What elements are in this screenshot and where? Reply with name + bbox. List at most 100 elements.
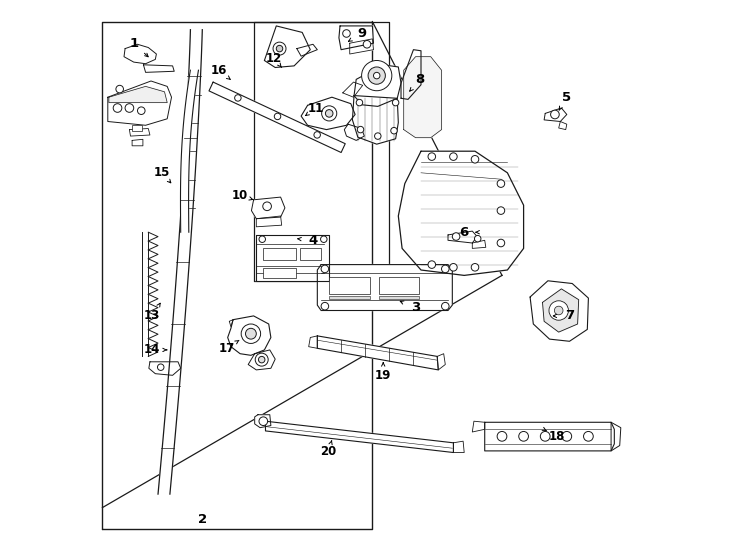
Circle shape [158, 364, 164, 370]
Text: 1: 1 [129, 37, 138, 50]
Circle shape [442, 302, 449, 310]
Polygon shape [544, 108, 567, 122]
Circle shape [321, 302, 329, 310]
Circle shape [450, 264, 457, 271]
Text: 18: 18 [549, 430, 565, 443]
Circle shape [356, 99, 363, 106]
Polygon shape [266, 421, 454, 453]
Text: 15: 15 [153, 166, 170, 179]
Circle shape [519, 431, 528, 441]
Circle shape [497, 239, 505, 247]
Circle shape [540, 431, 550, 441]
Polygon shape [228, 316, 271, 355]
Bar [132, 125, 142, 131]
Circle shape [368, 67, 385, 84]
Circle shape [343, 30, 350, 37]
Circle shape [258, 356, 265, 363]
Text: 20: 20 [320, 446, 336, 458]
Text: 7: 7 [565, 309, 574, 322]
Circle shape [393, 99, 399, 106]
Polygon shape [158, 30, 203, 494]
Circle shape [273, 42, 286, 55]
Polygon shape [448, 231, 477, 243]
Circle shape [452, 233, 460, 240]
Circle shape [321, 265, 329, 273]
Polygon shape [256, 235, 330, 281]
Polygon shape [454, 441, 464, 453]
Polygon shape [143, 65, 174, 72]
Circle shape [125, 104, 134, 112]
Circle shape [255, 353, 268, 366]
Circle shape [442, 265, 449, 273]
Circle shape [474, 235, 481, 242]
Circle shape [497, 180, 505, 187]
Circle shape [471, 264, 479, 271]
Circle shape [113, 104, 122, 112]
Text: 17: 17 [219, 342, 235, 355]
Text: 4: 4 [308, 234, 318, 247]
Polygon shape [181, 70, 198, 232]
Text: 19: 19 [375, 369, 391, 382]
Polygon shape [317, 336, 438, 370]
Circle shape [471, 156, 479, 163]
Circle shape [275, 113, 281, 120]
Text: 2: 2 [197, 513, 207, 526]
Circle shape [235, 94, 241, 101]
Circle shape [497, 207, 505, 214]
Text: 12: 12 [266, 52, 283, 65]
Bar [264, 248, 296, 260]
Polygon shape [339, 26, 374, 50]
Polygon shape [301, 97, 355, 130]
Text: 5: 5 [562, 91, 571, 104]
Polygon shape [252, 197, 285, 219]
Polygon shape [256, 216, 282, 227]
Polygon shape [401, 50, 421, 99]
Bar [330, 277, 370, 294]
Circle shape [362, 60, 392, 91]
Polygon shape [132, 139, 143, 146]
Circle shape [241, 324, 261, 343]
Polygon shape [109, 86, 167, 103]
Circle shape [497, 431, 507, 441]
Polygon shape [472, 421, 484, 432]
Polygon shape [248, 350, 275, 370]
Polygon shape [399, 151, 523, 275]
Polygon shape [149, 362, 181, 375]
Circle shape [374, 133, 381, 139]
Polygon shape [437, 354, 446, 370]
Polygon shape [343, 82, 363, 97]
Text: 14: 14 [144, 343, 160, 356]
Polygon shape [264, 26, 310, 68]
Circle shape [137, 107, 145, 114]
Text: 10: 10 [232, 189, 248, 202]
Polygon shape [404, 57, 442, 138]
Circle shape [245, 328, 256, 339]
Text: 9: 9 [357, 27, 366, 40]
Polygon shape [297, 44, 317, 56]
Polygon shape [124, 44, 156, 64]
Polygon shape [559, 122, 567, 130]
Circle shape [259, 417, 268, 426]
Text: 16: 16 [211, 64, 227, 77]
Polygon shape [611, 422, 621, 451]
Polygon shape [129, 129, 150, 136]
Circle shape [549, 301, 568, 320]
Circle shape [584, 431, 593, 441]
Polygon shape [354, 65, 401, 106]
Polygon shape [255, 415, 271, 428]
Polygon shape [108, 81, 172, 125]
Text: 6: 6 [459, 226, 469, 239]
Circle shape [363, 40, 371, 48]
Circle shape [321, 236, 327, 242]
Polygon shape [484, 422, 614, 451]
Polygon shape [344, 124, 364, 140]
Bar [264, 268, 296, 278]
Polygon shape [309, 336, 317, 348]
Circle shape [276, 45, 283, 52]
Text: 11: 11 [308, 102, 324, 114]
Circle shape [550, 110, 559, 119]
Bar [299, 248, 321, 260]
Circle shape [263, 202, 272, 211]
Bar [379, 296, 419, 299]
Text: 13: 13 [144, 309, 160, 322]
